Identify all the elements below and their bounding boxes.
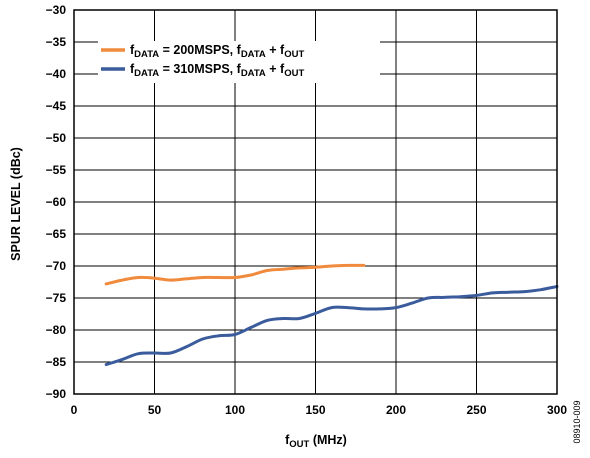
x-tick-labels: 0 50 100 150 200 250 300 xyxy=(71,403,568,417)
y-tick-label: −90 xyxy=(46,387,67,401)
y-tick-label: −80 xyxy=(46,323,67,337)
legend-box xyxy=(98,41,380,83)
y-tick-label: −70 xyxy=(46,259,67,273)
legend-label-200msps: fDATA = 200MSPS, fDATA + fOUT xyxy=(130,43,304,60)
y-tick-label: −45 xyxy=(46,99,67,113)
x-tick-label: 50 xyxy=(148,403,162,417)
y-tick-label: −75 xyxy=(46,291,67,305)
x-tick-label: 100 xyxy=(225,403,245,417)
y-tick-label: −60 xyxy=(46,195,67,209)
series-lines xyxy=(104,263,559,367)
legend-label-310msps: fDATA = 310MSPS, fDATA + fOUT xyxy=(130,62,304,79)
y-tick-label: −35 xyxy=(46,35,67,49)
x-tick-label: 150 xyxy=(305,403,325,417)
y-tick-label: −65 xyxy=(46,227,67,241)
x-tick-label: 250 xyxy=(466,403,486,417)
y-tick-label: −30 xyxy=(46,3,67,17)
x-axis-label: fOUT (MHz) xyxy=(285,433,347,450)
series-line-310msps xyxy=(104,285,559,367)
y-axis-label: SPUR LEVEL (dBc) xyxy=(9,147,23,261)
plot-frame xyxy=(73,9,558,395)
x-tick-label: 0 xyxy=(71,403,78,417)
legend: fDATA = 200MSPS, fDATA + fOUT fDATA = 31… xyxy=(98,41,380,83)
figure-id: 08910-009 xyxy=(572,400,582,443)
x-tick-label: 200 xyxy=(386,403,406,417)
y-tick-label: −40 xyxy=(46,67,67,81)
x-tick-label: 300 xyxy=(547,403,567,417)
y-tick-labels: −30 −35 −40 −45 −50 −55 −60 −65 −70 −75 −80 −85 −90 xyxy=(46,3,67,401)
y-tick-label: −50 xyxy=(46,131,67,145)
y-tick-label: −55 xyxy=(46,163,67,177)
series-line-200msps xyxy=(104,263,366,286)
y-tick-label: −85 xyxy=(46,355,67,369)
